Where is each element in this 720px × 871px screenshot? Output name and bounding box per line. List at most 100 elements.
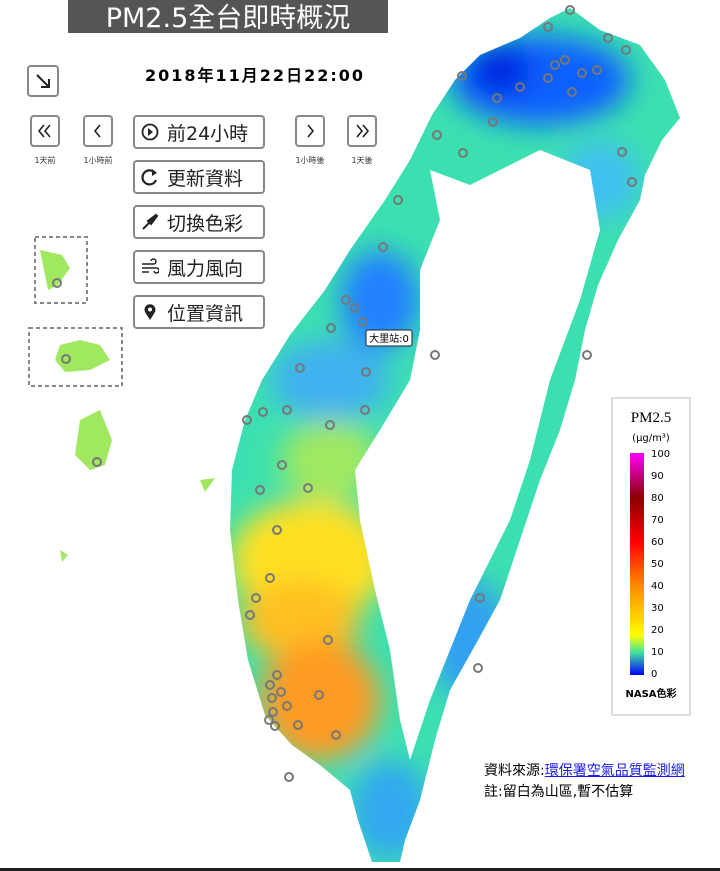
station [268, 707, 278, 717]
station [284, 772, 294, 782]
forward-day-button[interactable] [347, 115, 377, 147]
legend-unit: (μg/m³) [632, 433, 670, 444]
station [293, 720, 303, 730]
stations [52, 5, 637, 782]
station [272, 525, 282, 535]
legend-tick: 80 [651, 493, 664, 504]
color-bar [630, 453, 644, 675]
legend-tick: 70 [651, 515, 664, 526]
color-button[interactable]: 切換色彩 [133, 205, 265, 239]
nav-label: 1天後 [351, 156, 373, 165]
station [582, 350, 592, 360]
station [251, 593, 261, 603]
station [560, 55, 570, 65]
station [276, 687, 286, 697]
station [255, 485, 265, 495]
station [515, 82, 525, 92]
station [272, 670, 282, 680]
nav-label: 1小時前 [83, 156, 113, 165]
legend-tick: 90 [651, 471, 664, 482]
legend-note: NASA色彩 [625, 687, 676, 700]
button-label: 位置資訊 [167, 302, 244, 325]
play-button[interactable]: 前24小時 [133, 115, 265, 149]
legend-tick: 100 [651, 449, 670, 460]
station [265, 680, 275, 690]
station [282, 405, 292, 415]
legend-title: PM2.5 [631, 410, 671, 426]
button-label: 切換色彩 [167, 212, 244, 235]
collapse-button[interactable] [27, 65, 59, 97]
station [303, 483, 313, 493]
station [245, 610, 255, 620]
station [567, 87, 577, 97]
station [295, 363, 305, 373]
button-label: 前24小時 [167, 122, 249, 145]
station [360, 405, 370, 415]
station [92, 457, 102, 467]
legend-tick: 40 [651, 581, 664, 592]
station [264, 715, 274, 725]
station [267, 693, 277, 703]
nav-label: 1天前 [34, 156, 56, 165]
tooltip: 大里站:0 [369, 332, 409, 345]
station [543, 22, 553, 32]
station [577, 68, 587, 78]
datetime: 2018年11月22日22:00 [145, 66, 365, 85]
legend-tick: 60 [651, 537, 664, 548]
source-label: 資料來源: [484, 763, 545, 779]
button-label: 更新資料 [167, 167, 244, 190]
source: 資料來源:環保署空氣品質監測網 [484, 760, 685, 780]
station [592, 65, 602, 75]
footer-note: 註:留白為山區,暫不估算 [484, 784, 634, 800]
station [621, 45, 631, 55]
legend-tick: 30 [651, 603, 664, 614]
station [331, 730, 341, 740]
station [282, 701, 292, 711]
wind-button[interactable]: 風力風向 [133, 250, 265, 284]
station [432, 130, 442, 140]
station [358, 317, 368, 327]
station [258, 407, 268, 417]
station [61, 354, 71, 364]
bottom-bar [0, 868, 720, 871]
legend-tick: 20 [651, 625, 664, 636]
station [473, 663, 483, 673]
station [326, 323, 336, 333]
refresh-button[interactable]: 更新資料 [133, 160, 265, 194]
station [430, 350, 440, 360]
title: PM2.5全台即時概況 [105, 3, 351, 34]
legend-tick: 10 [651, 647, 664, 658]
legend-box [611, 397, 691, 716]
station [277, 460, 287, 470]
station [325, 420, 335, 430]
nav-label: 1小時後 [295, 156, 325, 165]
legend-tick: 0 [651, 669, 657, 680]
title-banner [68, 0, 388, 33]
location-button[interactable]: 位置資訊 [133, 295, 265, 329]
inset-box [28, 327, 123, 387]
tooltip-box [365, 329, 413, 347]
station [242, 415, 252, 425]
station [265, 573, 275, 583]
station [361, 367, 371, 377]
source-link[interactable]: 環保署空氣品質監測網 [544, 763, 685, 779]
station [270, 721, 280, 731]
station [627, 177, 637, 187]
station [393, 195, 403, 205]
station [458, 148, 468, 158]
button-label: 風力風向 [167, 257, 244, 280]
station [488, 117, 498, 127]
forward-hour-button[interactable] [295, 115, 325, 147]
station [492, 93, 502, 103]
station [617, 147, 627, 157]
back-day-button[interactable] [30, 115, 60, 147]
station [52, 278, 62, 288]
station [341, 295, 351, 305]
station [543, 73, 553, 83]
station [350, 303, 360, 313]
back-hour-button[interactable] [83, 115, 113, 147]
station [323, 635, 333, 645]
legend-tick: 50 [651, 559, 664, 570]
